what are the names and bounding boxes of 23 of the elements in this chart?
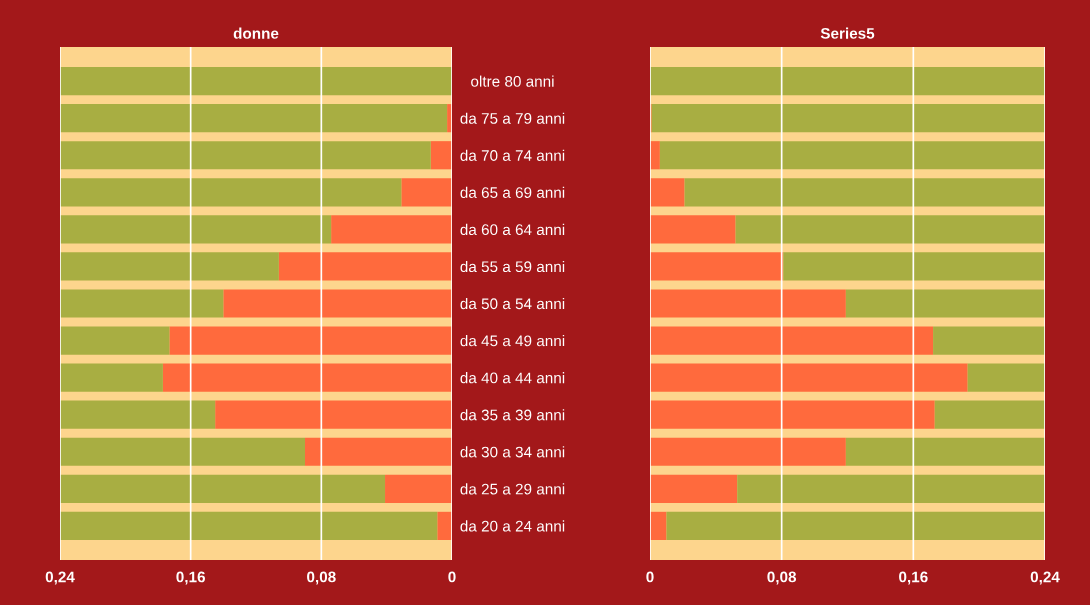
x-tick-label: 0,16 — [176, 571, 205, 585]
y-tick-label: da 55 a 59 anni — [460, 260, 565, 273]
x-tick-label: 0,08 — [307, 571, 336, 585]
y-tick-label: oltre 80 anni — [471, 75, 554, 87]
y-tick-label: da 35 a 39 anni — [460, 409, 565, 421]
y-tick-label: da 50 a 54 anni — [460, 297, 565, 310]
y-tick-label: da 65 a 69 anni — [460, 186, 565, 198]
y-tick-label: da 25 a 29 anni — [460, 483, 565, 495]
x-tick-label: 0,24 — [1030, 571, 1060, 585]
y-tick-label: da 75 a 79 anni — [460, 112, 565, 124]
y-tick-label: da 45 a 49 anni — [460, 335, 565, 347]
y-tick-label: da 30 a 34 anni — [460, 446, 565, 458]
x-tick-label: 0 — [448, 571, 456, 583]
chart-title: donne — [233, 27, 279, 39]
chart-title: Series5 — [820, 27, 875, 39]
x-tick-label: 0,16 — [899, 571, 928, 585]
y-tick-label: da 60 a 64 anni — [460, 223, 565, 236]
y-tick-label: da 40 a 44 anni — [460, 372, 565, 384]
x-tick-label: 0,08 — [767, 571, 797, 585]
y-tick-label: da 20 a 24 anni — [460, 520, 565, 532]
x-tick-label: 0,24 — [45, 571, 75, 585]
x-tick-label: 0 — [646, 571, 654, 583]
y-tick-label: da 70 a 74 anni — [460, 149, 565, 161]
